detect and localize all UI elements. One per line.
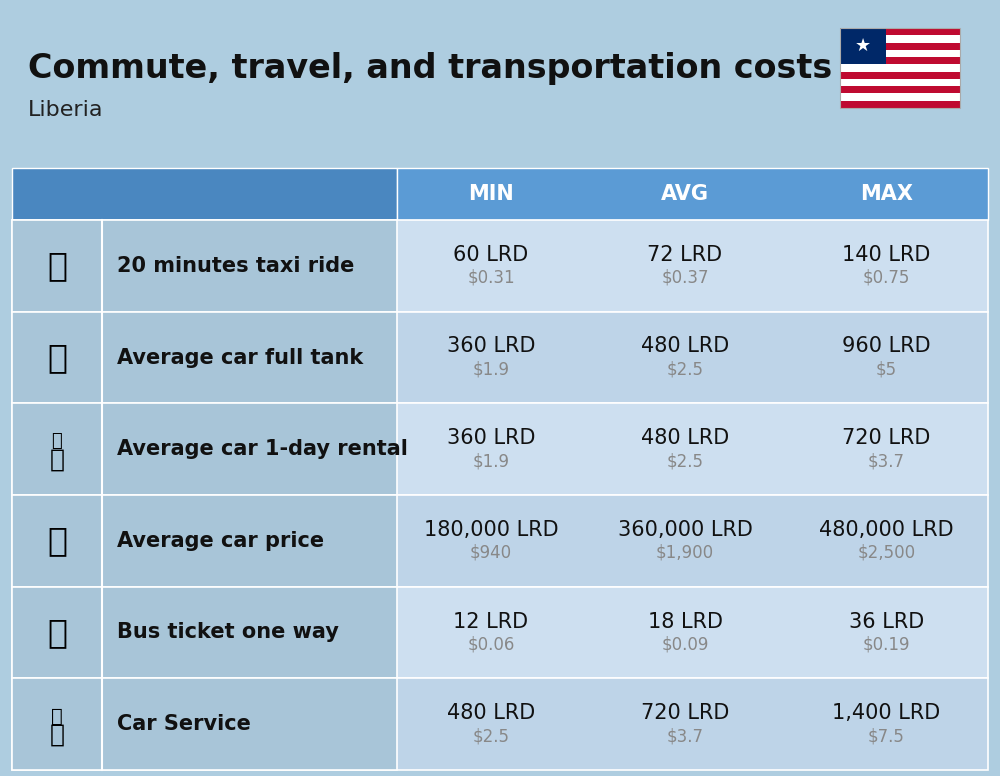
Bar [12,678,988,770]
Text: $2.5: $2.5 [666,452,704,470]
Text: 🔑: 🔑 [52,432,62,450]
Bar [12,404,988,495]
Text: Car Service: Car Service [117,714,251,734]
Bar [840,28,886,64]
Text: 360,000 LRD: 360,000 LRD [618,520,752,540]
Text: MAX: MAX [860,184,913,204]
Text: MIN: MIN [468,184,514,204]
Text: Average car full tank: Average car full tank [117,348,363,368]
Bar [12,168,397,220]
Text: Average car price: Average car price [117,531,324,551]
Bar [102,312,397,404]
Text: 480 LRD: 480 LRD [641,337,729,356]
Text: $0.31: $0.31 [467,268,515,287]
Bar [840,57,960,64]
Text: $2.5: $2.5 [473,727,510,745]
Bar [840,71,960,79]
Bar [102,220,397,312]
Text: 🚙: 🚙 [50,447,64,471]
Text: $0.06: $0.06 [467,636,515,653]
Bar [102,678,397,770]
Bar [840,86,960,93]
Text: 🚕: 🚕 [47,249,67,282]
Bar [840,101,960,108]
Bar [840,50,960,57]
Text: 140 LRD: 140 LRD [842,245,931,265]
Text: Commute, travel, and transportation costs: Commute, travel, and transportation cost… [28,52,832,85]
Text: ⛽: ⛽ [47,341,67,374]
Text: $2,500: $2,500 [857,544,916,562]
Text: $0.09: $0.09 [661,636,709,653]
Bar [840,35,960,43]
Text: 360 LRD: 360 LRD [447,337,535,356]
Text: 720 LRD: 720 LRD [842,428,931,449]
Text: $1.9: $1.9 [473,361,510,379]
Bar [840,93,960,101]
Text: 480 LRD: 480 LRD [641,428,729,449]
Text: $3.7: $3.7 [868,452,905,470]
Text: $0.75: $0.75 [863,268,910,287]
Text: AVG: AVG [661,184,709,204]
Text: $5: $5 [876,361,897,379]
Text: 🚗: 🚗 [50,722,64,747]
Text: 12 LRD: 12 LRD [453,611,529,632]
Bar [12,587,102,678]
Text: $0.19: $0.19 [863,636,910,653]
Text: 180,000 LRD: 180,000 LRD [424,520,558,540]
Bar [12,220,102,312]
Text: $3.7: $3.7 [666,727,704,745]
Text: ★: ★ [855,37,871,55]
Bar [12,587,988,678]
Text: $2.5: $2.5 [666,361,704,379]
Text: 🚗: 🚗 [47,525,67,557]
Text: 1,400 LRD: 1,400 LRD [832,703,941,723]
Bar [12,312,102,404]
Text: 960 LRD: 960 LRD [842,337,931,356]
Text: 480 LRD: 480 LRD [447,703,535,723]
Bar [840,43,960,50]
Text: 36 LRD: 36 LRD [849,611,924,632]
Bar [12,404,102,495]
Bar [102,495,397,587]
Bar [102,587,397,678]
Bar [12,495,988,587]
Bar [102,404,397,495]
Text: 72 LRD: 72 LRD [647,245,723,265]
Text: Average car 1-day rental: Average car 1-day rental [117,439,408,459]
Text: $1.9: $1.9 [473,452,510,470]
Text: Liberia: Liberia [28,100,104,120]
Bar [12,220,988,312]
Bar [397,168,988,220]
Text: 720 LRD: 720 LRD [641,703,729,723]
Bar [840,64,960,71]
Text: $940: $940 [470,544,512,562]
Bar [12,678,102,770]
Text: $7.5: $7.5 [868,727,905,745]
Bar [12,312,988,404]
Text: 🔧: 🔧 [51,707,63,726]
Bar [840,79,960,86]
Text: $0.37: $0.37 [661,268,709,287]
Bar [12,495,102,587]
Text: $1,900: $1,900 [656,544,714,562]
Text: 60 LRD: 60 LRD [453,245,529,265]
Text: 🚌: 🚌 [47,616,67,649]
Bar [840,28,960,108]
Text: Bus ticket one way: Bus ticket one way [117,622,339,643]
Text: 360 LRD: 360 LRD [447,428,535,449]
Text: 20 minutes taxi ride: 20 minutes taxi ride [117,256,354,275]
Text: 480,000 LRD: 480,000 LRD [819,520,954,540]
Text: 18 LRD: 18 LRD [648,611,722,632]
Bar [840,28,960,35]
